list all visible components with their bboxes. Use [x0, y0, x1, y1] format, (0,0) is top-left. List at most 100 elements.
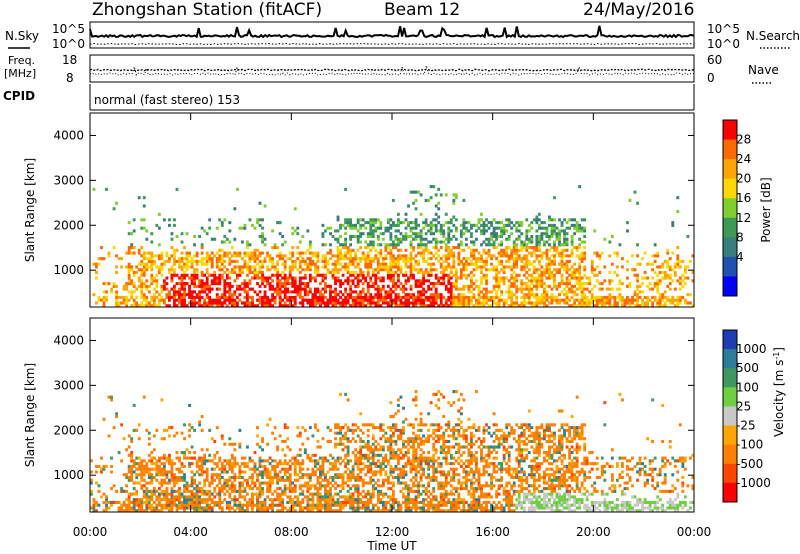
- heatmap-cell: [613, 251, 617, 255]
- heatmap-cell: [371, 434, 375, 438]
- heatmap-cell: [361, 295, 365, 299]
- heatmap-cell: [115, 290, 118, 294]
- heatmap-cell: [457, 293, 461, 297]
- heatmap-cell: [198, 459, 202, 463]
- heatmap-cell: [273, 426, 277, 430]
- heatmap-cell: [230, 467, 234, 471]
- freq-series-line: [89, 68, 695, 72]
- heatmap-cell: [228, 257, 232, 261]
- heatmap-cell: [324, 254, 327, 258]
- heatmap-cell: [261, 240, 264, 244]
- heatmap-cell: [90, 459, 93, 463]
- heatmap-cell: [497, 243, 501, 247]
- nsky-tick-top: 10^5: [52, 22, 85, 36]
- heatmap-cell: [271, 273, 275, 277]
- heatmap-cell: [92, 506, 96, 510]
- heatmap-cell: [361, 273, 365, 277]
- heatmap-cell: [359, 428, 363, 432]
- heatmap-cell: [394, 426, 398, 430]
- heatmap-cell: [374, 226, 378, 230]
- heatmap-cell: [271, 229, 275, 233]
- heatmap-cell: [102, 500, 106, 504]
- heatmap-cell: [397, 279, 400, 283]
- heatmap-cell: [326, 298, 330, 302]
- heatmap-cell: [132, 470, 136, 474]
- heatmap-cell: [185, 500, 189, 504]
- heatmap-cell: [658, 304, 662, 308]
- heatmap-cell: [293, 262, 297, 266]
- heatmap-cell: [580, 276, 584, 280]
- heatmap-cell: [487, 268, 491, 272]
- heatmap-cell: [283, 459, 287, 463]
- heatmap-cell: [462, 218, 466, 222]
- heatmap-cell: [308, 287, 312, 291]
- heatmap-cell: [371, 448, 375, 452]
- heatmap-cell: [178, 293, 181, 297]
- heatmap-cell: [454, 196, 458, 200]
- heatmap-cell: [397, 223, 400, 227]
- heatmap-cell: [102, 257, 106, 261]
- heatmap-cell: [193, 282, 196, 286]
- heatmap-cell: [563, 243, 566, 247]
- heatmap-cell: [326, 262, 330, 266]
- heatmap-cell: [447, 251, 451, 255]
- heatmap-cell: [487, 248, 491, 252]
- heatmap-cell: [379, 298, 383, 302]
- heatmap-cell: [356, 282, 360, 286]
- heatmap-cell: [359, 246, 363, 250]
- heatmap-cell: [399, 265, 403, 269]
- heatmap-cell: [379, 492, 383, 496]
- heatmap-cell: [371, 301, 375, 305]
- heatmap-cell: [205, 470, 209, 474]
- heatmap-cell: [210, 257, 214, 261]
- heatmap-cell: [452, 215, 456, 219]
- heatmap-cell: [218, 276, 222, 280]
- heatmap-cell: [366, 262, 370, 266]
- heatmap-cell: [475, 229, 478, 233]
- heatmap-cell: [293, 295, 297, 299]
- heatmap-cell: [183, 464, 186, 468]
- heatmap-cell: [452, 198, 456, 202]
- heatmap-cell: [472, 243, 476, 247]
- heatmap-cell: [615, 304, 619, 308]
- heatmap-cell: [626, 221, 629, 225]
- heatmap-cell: [228, 467, 232, 471]
- heatmap-cell: [525, 293, 529, 297]
- heatmap-cell: [366, 464, 370, 468]
- heatmap-cell: [520, 243, 524, 247]
- heatmap-cell: [273, 290, 277, 294]
- heatmap-cell: [233, 498, 237, 502]
- heatmap-cell: [288, 473, 292, 477]
- heatmap-cell: [492, 229, 496, 233]
- heatmap-cell: [459, 259, 463, 263]
- heatmap-cell: [173, 498, 176, 502]
- heatmap-cell: [238, 442, 242, 446]
- heatmap-cell: [293, 489, 297, 493]
- heatmap-cell: [147, 284, 151, 288]
- heatmap-cell: [263, 459, 267, 463]
- heatmap-cell: [334, 500, 337, 504]
- heatmap-cell: [145, 489, 149, 493]
- heatmap-cell: [495, 295, 498, 299]
- heatmap-cell: [540, 221, 544, 225]
- heatmap-cell: [268, 287, 272, 291]
- heatmap-cell: [502, 223, 506, 227]
- heatmap-cell: [334, 237, 337, 241]
- heatmap-cell: [251, 495, 254, 499]
- heatmap-cell: [434, 273, 438, 277]
- heatmap-cell: [140, 270, 144, 275]
- heatmap-cell: [575, 279, 579, 283]
- heatmap-cell: [256, 273, 259, 277]
- heatmap-cell: [334, 467, 337, 471]
- heatmap-cell: [470, 284, 473, 288]
- heatmap-cell: [462, 284, 466, 288]
- heatmap-cell: [288, 290, 292, 294]
- heatmap-cell: [152, 475, 156, 480]
- heatmap-cell: [331, 262, 335, 266]
- heatmap-cell: [394, 257, 398, 261]
- heatmap-cell: [417, 298, 420, 302]
- heatmap-cell: [291, 489, 295, 493]
- heatmap-cell: [266, 475, 269, 480]
- heatmap-cell: [344, 287, 347, 291]
- heatmap-cell: [374, 257, 378, 261]
